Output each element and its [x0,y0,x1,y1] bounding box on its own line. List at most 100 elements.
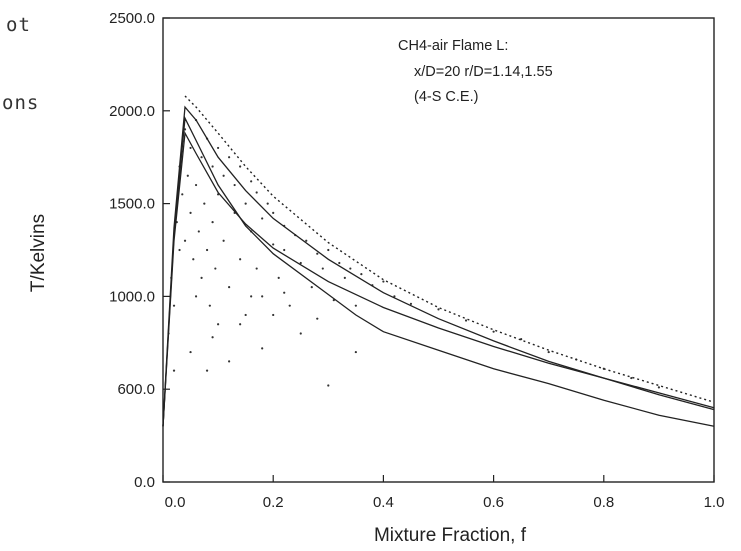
scatter-point [327,384,330,387]
scatter-point [194,295,198,298]
scatter-point [244,202,247,205]
scatter-point [200,276,203,279]
scatter-point [189,146,192,150]
scatter-point [547,350,550,354]
annotation-line-3: (4-S C.E.) [414,89,478,105]
scatter-point [217,323,220,326]
scatter-point [321,267,324,270]
x-tick-label: 1.0 [704,494,725,511]
scatter-point [277,276,280,279]
scatter-point [250,295,253,298]
scatter-point [272,313,275,317]
scatter-point [228,156,231,159]
scatter-point [239,258,242,261]
scatter-point [283,248,286,252]
scatter-point [181,193,184,196]
y-axis: 0.0 600.0 1000.0 1500.0 2000.0 2500.0 [109,10,170,491]
scatter-point [183,239,187,242]
scatter-point [186,174,189,177]
scatter-point [194,183,198,187]
y-tick-label: 2500.0 [109,10,155,27]
scatter-point [222,239,225,242]
x-axis-title: Mixture Fraction, f [374,525,527,546]
x-tick-label: 0.2 [263,494,284,511]
plot-frame [162,17,715,483]
scatter-point [343,276,346,279]
edge-text-fragment: ot [6,14,31,36]
y-tick-label: 0.0 [134,474,155,491]
y-tick-label: 1000.0 [109,288,155,305]
scatter-point [228,360,231,363]
scatter-point [222,174,225,177]
scatter-point [288,304,291,307]
annotation-line-2: x/D=20 r/D=1.14,1.55 [414,64,553,80]
scatter-point [205,369,209,372]
annotation-line-1: CH4-air Flame L: [398,38,508,54]
series-lines [162,95,715,427]
scatter-point [211,221,214,224]
scatter-point [316,252,319,255]
x-tick-label: 0.4 [373,494,394,511]
scatter-point [354,304,357,307]
scatter-point [327,248,330,252]
scatter-point [305,239,308,242]
scatter-point [178,248,181,252]
scatter-point [172,304,176,307]
edge-text-fragment: ons [2,92,40,114]
scatter-point [255,267,258,270]
scatter-point [272,243,275,246]
scatter-point [189,350,192,354]
scatter-point [299,332,302,335]
y-axis-title: T/Kelvins [28,214,49,292]
scatter-point [630,376,633,380]
scatter-point [203,202,206,205]
scatter-point [437,308,440,311]
scatter-point [272,211,275,214]
scatter-point [261,217,264,220]
scatter-point [310,286,313,289]
scatter-point [261,295,264,298]
scatter-point [354,350,357,354]
scatter-point [192,258,195,261]
scatter-point [233,183,236,187]
series-line-2 [162,115,715,427]
scatter-point [228,286,231,289]
scatter-point [283,291,286,294]
scatter-point [261,347,264,350]
scatter-point [382,280,385,283]
scatter-point [211,165,214,168]
scatter-point [409,302,413,305]
scatter-point [338,261,341,265]
scatter-cloud [167,118,661,389]
scatter-point [217,146,220,150]
y-tick-label: 600.0 [117,381,155,398]
x-tick-label: 0.0 [165,494,186,511]
x-axis: 0.0 0.2 0.4 0.6 0.8 1.0 [162,475,725,511]
scatter-point [214,267,217,270]
scatter-point [239,165,242,168]
scatter-point [255,191,258,194]
series-line-3 [162,130,715,427]
scatter-point [250,180,253,183]
scatter-point [205,248,209,252]
y-tick-label: 2000.0 [109,103,155,120]
y-tick-label: 1500.0 [109,196,155,213]
scatter-point [299,261,302,265]
scatter-point [316,317,319,320]
scatter-point [464,319,468,322]
x-tick-label: 0.8 [593,494,614,511]
scatter-point [266,202,269,205]
x-tick-label: 0.6 [483,494,504,511]
scatter-point [197,230,200,233]
scatter-point [172,369,176,372]
scatter-point [208,304,211,307]
scatter-point [492,330,495,333]
scatter-point [349,267,352,270]
scatter-point [244,313,247,317]
scatter-point [200,156,203,159]
scatter-point [239,323,242,326]
scatter-point [189,211,192,214]
scatter-point [657,386,661,389]
series-line-4 [184,95,715,403]
